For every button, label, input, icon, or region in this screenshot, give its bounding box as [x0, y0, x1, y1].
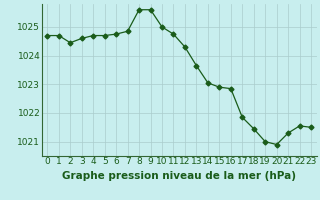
X-axis label: Graphe pression niveau de la mer (hPa): Graphe pression niveau de la mer (hPa) [62, 171, 296, 181]
